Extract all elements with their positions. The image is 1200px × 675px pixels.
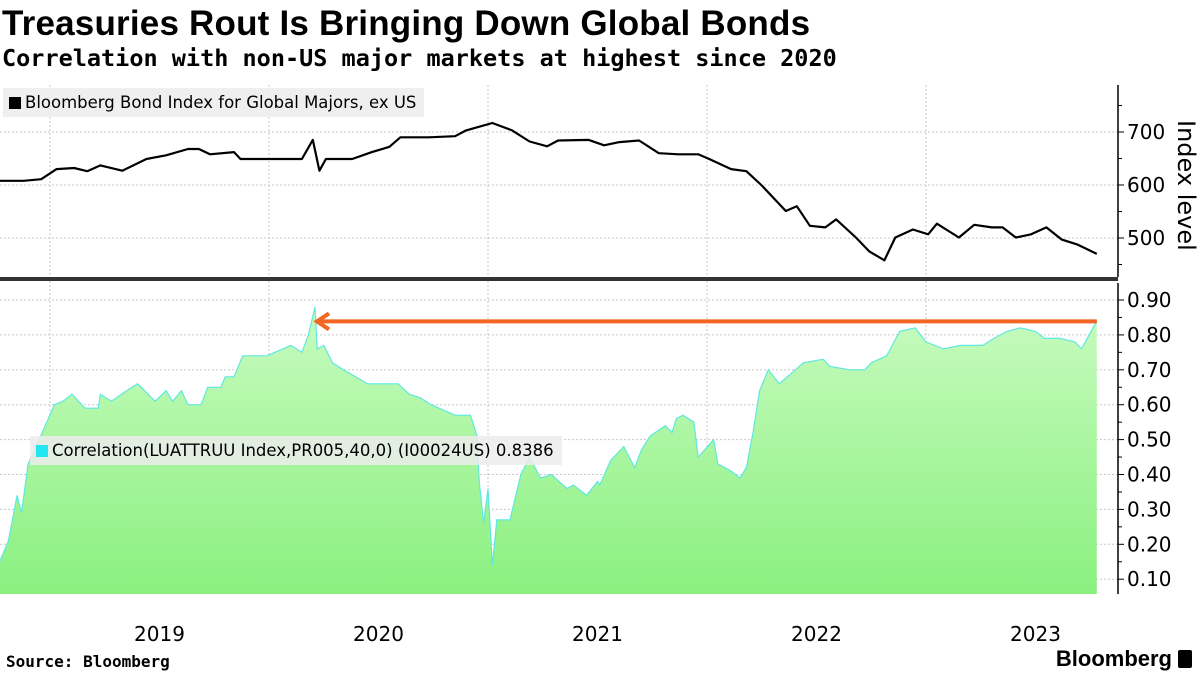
x-tick-label: 2021: [572, 622, 623, 646]
top-y-tick-label: 600: [1127, 173, 1165, 197]
bottom-y-tick-label: 0.50: [1127, 428, 1172, 452]
source-note: Source: Bloomberg: [6, 652, 170, 671]
legend-swatch-cyan: [36, 444, 48, 457]
logo-mark-icon: [1178, 650, 1192, 668]
arrow-head: [313, 311, 331, 332]
bottom-y-tick-label: 0.90: [1127, 288, 1172, 312]
chart-title: Treasuries Rout Is Bringing Down Global …: [2, 4, 811, 43]
correlation-area: [0, 307, 1097, 594]
correlation-legend-label: Correlation(LUATTRUU Index,PR005,40,0) (…: [52, 441, 554, 460]
chart-subtitle: Correlation with non-US major markets at…: [2, 44, 837, 72]
axis-ticks: 2019 2020 2021 2022 2023 500 600 700 0.10 0.20 0.3…: [134, 105, 1172, 646]
bottom-y-tick-label: 0.40: [1127, 463, 1172, 487]
bottom-y-tick-label: 0.70: [1127, 358, 1172, 382]
bottom-y-tick-label: 0.20: [1127, 532, 1172, 556]
bottom-y-tick-label: 0.30: [1127, 497, 1172, 521]
logo-text: Bloomberg: [1055, 646, 1172, 671]
correlation-line: [0, 306, 1098, 566]
peak-arrow: [313, 311, 1097, 332]
index-legend: Bloomberg Bond Index for Global Majors, …: [3, 88, 425, 117]
index-line: [0, 121, 1098, 262]
correlation-legend: Correlation(LUATTRUU Index,PR005,40,0) (…: [30, 436, 562, 465]
top-y-tick-label: 700: [1127, 120, 1165, 144]
bottom-y-tick-label: 0.60: [1127, 393, 1172, 417]
x-tick-label: 2019: [134, 622, 185, 646]
x-tick-label: 2020: [353, 622, 404, 646]
bottom-y-tick-label: 0.10: [1127, 567, 1172, 591]
x-tick-label: 2022: [791, 622, 842, 646]
panel-separator: [0, 277, 1118, 281]
legend-swatch-black: [9, 96, 21, 109]
index-legend-label: Bloomberg Bond Index for Global Majors, …: [25, 93, 417, 112]
x-tick-label: 2023: [1010, 622, 1061, 646]
bloomberg-logo: Bloomberg: [1056, 646, 1192, 672]
bottom-y-tick-label: 0.80: [1127, 323, 1172, 347]
top-y-tick-label: 500: [1127, 226, 1165, 250]
y-axis-label: Index level: [1172, 120, 1200, 251]
